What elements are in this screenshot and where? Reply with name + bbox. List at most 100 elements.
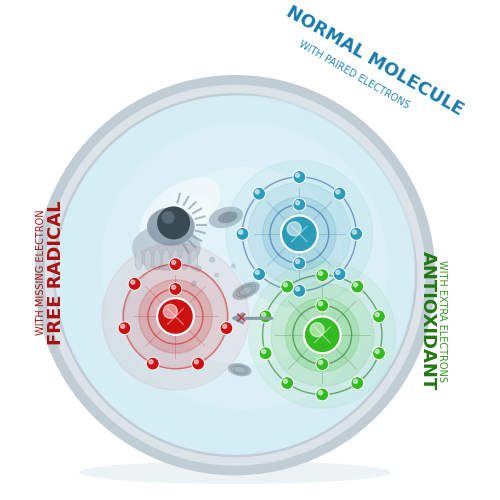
Ellipse shape: [154, 250, 161, 270]
Ellipse shape: [135, 250, 142, 270]
Circle shape: [56, 96, 414, 454]
Circle shape: [220, 322, 233, 334]
Circle shape: [238, 230, 242, 234]
Ellipse shape: [228, 363, 252, 376]
Circle shape: [172, 260, 175, 264]
Circle shape: [296, 260, 300, 264]
Ellipse shape: [144, 250, 152, 270]
Circle shape: [194, 360, 198, 364]
Circle shape: [333, 188, 346, 200]
Circle shape: [293, 257, 306, 270]
Ellipse shape: [79, 461, 391, 484]
Circle shape: [293, 198, 306, 211]
Text: ✕: ✕: [234, 311, 247, 326]
Circle shape: [101, 123, 388, 409]
Circle shape: [351, 280, 364, 293]
Circle shape: [130, 280, 135, 284]
Circle shape: [351, 376, 364, 390]
Text: FREE RADICAL: FREE RADICAL: [47, 200, 65, 344]
Circle shape: [139, 280, 212, 353]
Circle shape: [262, 312, 266, 316]
Text: WITH EXTRA ELECTRONS: WITH EXTRA ELECTRONS: [438, 260, 448, 382]
Circle shape: [226, 160, 372, 308]
Circle shape: [354, 282, 358, 287]
Circle shape: [293, 284, 306, 297]
Circle shape: [352, 230, 356, 234]
Circle shape: [375, 350, 379, 354]
Ellipse shape: [147, 208, 194, 246]
Circle shape: [49, 89, 422, 462]
Text: WITH MISSING ELECTRON: WITH MISSING ELECTRON: [36, 210, 46, 336]
Circle shape: [44, 84, 427, 467]
Ellipse shape: [162, 250, 170, 270]
Ellipse shape: [232, 282, 260, 300]
Ellipse shape: [181, 250, 188, 270]
Circle shape: [259, 310, 272, 323]
Circle shape: [128, 278, 141, 290]
Circle shape: [146, 357, 159, 370]
Ellipse shape: [209, 206, 243, 228]
Circle shape: [281, 376, 293, 390]
Circle shape: [157, 206, 190, 240]
Circle shape: [284, 282, 288, 287]
Circle shape: [256, 270, 260, 274]
Text: WITH PAIRED ELECTRONS: WITH PAIRED ELECTRONS: [298, 40, 412, 111]
Circle shape: [162, 211, 174, 224]
Circle shape: [354, 379, 358, 384]
Circle shape: [296, 173, 300, 178]
Circle shape: [286, 298, 359, 372]
Circle shape: [192, 357, 204, 370]
Circle shape: [124, 265, 227, 368]
Circle shape: [102, 243, 249, 390]
Circle shape: [372, 347, 386, 360]
Circle shape: [215, 274, 218, 277]
Circle shape: [350, 228, 362, 240]
Circle shape: [169, 258, 182, 270]
Circle shape: [336, 190, 340, 194]
Circle shape: [271, 284, 374, 386]
Circle shape: [222, 324, 226, 328]
Circle shape: [333, 268, 346, 280]
Circle shape: [293, 170, 306, 183]
Circle shape: [157, 298, 194, 335]
Ellipse shape: [166, 196, 213, 235]
Circle shape: [192, 281, 196, 286]
Circle shape: [252, 268, 266, 280]
Text: ANTIOXIDANT: ANTIOXIDANT: [419, 252, 437, 390]
Ellipse shape: [172, 250, 179, 270]
Circle shape: [169, 282, 182, 296]
Circle shape: [318, 302, 322, 306]
Text: NORMAL MOLECULE: NORMAL MOLECULE: [283, 3, 467, 119]
Circle shape: [336, 270, 340, 274]
Circle shape: [146, 168, 342, 364]
Circle shape: [252, 188, 266, 200]
Ellipse shape: [218, 212, 238, 224]
Circle shape: [316, 269, 328, 281]
Circle shape: [262, 197, 336, 270]
Circle shape: [296, 287, 300, 291]
Circle shape: [38, 78, 432, 472]
Circle shape: [259, 347, 272, 360]
Circle shape: [296, 200, 300, 205]
Circle shape: [249, 262, 396, 408]
Circle shape: [316, 388, 328, 401]
Circle shape: [74, 96, 414, 436]
Circle shape: [262, 350, 266, 354]
Ellipse shape: [190, 250, 198, 270]
Circle shape: [120, 324, 124, 328]
Circle shape: [375, 312, 379, 316]
Circle shape: [316, 358, 328, 370]
Circle shape: [318, 272, 322, 276]
Circle shape: [318, 360, 322, 364]
Circle shape: [310, 322, 324, 336]
Circle shape: [164, 304, 177, 318]
Circle shape: [304, 316, 341, 353]
Circle shape: [232, 264, 235, 268]
Circle shape: [118, 322, 131, 334]
Circle shape: [149, 360, 153, 364]
Circle shape: [318, 390, 322, 394]
Ellipse shape: [140, 178, 220, 244]
Circle shape: [248, 182, 350, 286]
Circle shape: [210, 258, 214, 262]
Circle shape: [256, 190, 260, 194]
